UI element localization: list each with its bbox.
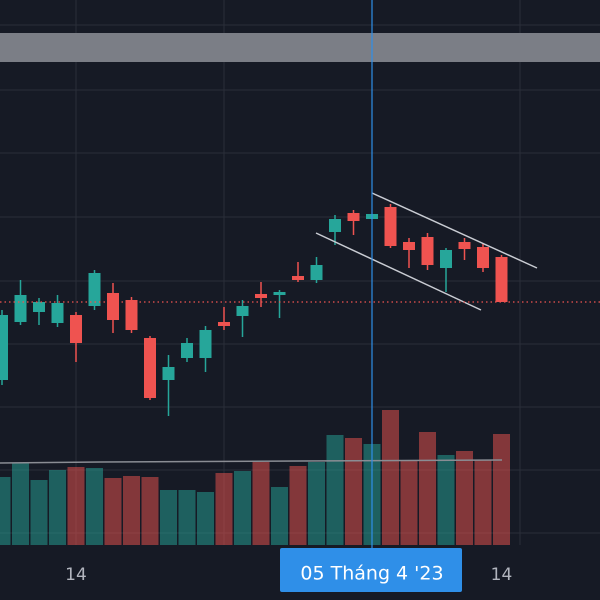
candle-body bbox=[255, 294, 267, 298]
volume-bar bbox=[493, 434, 510, 545]
candle-body bbox=[181, 343, 193, 358]
candle-body bbox=[477, 247, 489, 268]
volume-bar bbox=[437, 455, 455, 545]
volume-bar bbox=[252, 462, 270, 545]
volume-bar bbox=[104, 478, 122, 545]
candle-body bbox=[14, 295, 27, 322]
volume-bar bbox=[474, 460, 492, 545]
candle-body bbox=[88, 273, 101, 306]
candle-body bbox=[329, 219, 341, 232]
volume-bar bbox=[234, 471, 251, 545]
volume-bar bbox=[400, 460, 418, 545]
volume-bar bbox=[197, 492, 214, 545]
candle-body bbox=[440, 250, 452, 268]
volume-average-line bbox=[0, 459, 503, 464]
candle-body bbox=[33, 302, 45, 312]
candle-body bbox=[384, 207, 397, 246]
volume-bar bbox=[271, 487, 288, 545]
highlight-band bbox=[0, 33, 600, 62]
candle-body bbox=[495, 257, 508, 302]
candle-body bbox=[347, 213, 360, 221]
x-tick-label: 14 bbox=[65, 565, 87, 585]
candle-body bbox=[236, 306, 249, 316]
candle-body bbox=[310, 265, 323, 280]
volume-bar bbox=[30, 480, 48, 545]
volume-bar bbox=[86, 468, 103, 545]
candle-body bbox=[421, 237, 434, 265]
volume-bar bbox=[0, 477, 11, 545]
volume-bar bbox=[308, 462, 325, 545]
volume-bar bbox=[123, 476, 140, 545]
candles bbox=[0, 204, 508, 416]
candle-body bbox=[107, 293, 119, 320]
candle-body bbox=[144, 338, 156, 398]
candle-body bbox=[218, 322, 230, 326]
candle-body bbox=[458, 242, 471, 249]
volume-bar bbox=[456, 451, 473, 545]
volume-bar bbox=[419, 432, 436, 545]
candle-body bbox=[162, 367, 175, 380]
crosshair-label: 05 Tháng 4 '23 bbox=[300, 563, 443, 585]
candle-body bbox=[199, 330, 212, 358]
volume-bar bbox=[215, 473, 233, 545]
volume-pane bbox=[0, 410, 510, 545]
volume-bar bbox=[141, 477, 159, 545]
volume-bar bbox=[382, 410, 399, 545]
candle-body bbox=[0, 315, 8, 380]
volume-bar bbox=[326, 435, 344, 545]
candle-body bbox=[51, 303, 64, 323]
volume-bar bbox=[160, 490, 177, 545]
channel-line bbox=[315, 232, 482, 311]
volume-bar bbox=[67, 467, 85, 545]
candle-body bbox=[125, 300, 138, 330]
candle-body bbox=[70, 315, 82, 343]
x-tick-label: 14 bbox=[491, 565, 513, 585]
volume-bar bbox=[12, 463, 29, 545]
channel-line bbox=[371, 192, 538, 269]
candle-body bbox=[292, 276, 304, 280]
candle-body bbox=[273, 292, 286, 295]
volume-bar bbox=[345, 438, 362, 545]
volume-bar bbox=[178, 490, 196, 545]
crosshair-label-box bbox=[280, 548, 462, 592]
volume-bar bbox=[49, 470, 66, 545]
candle-body bbox=[403, 242, 415, 250]
volume-bar bbox=[289, 466, 307, 545]
